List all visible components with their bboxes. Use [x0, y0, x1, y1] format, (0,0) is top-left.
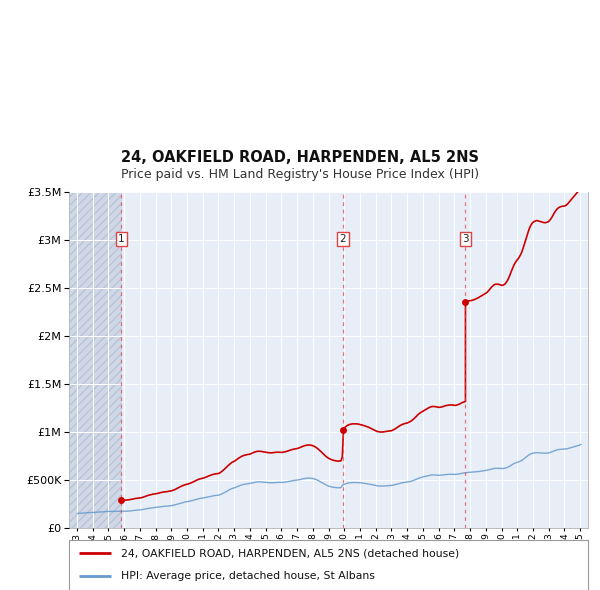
Bar — [69, 192, 121, 528]
Text: 1: 1 — [118, 234, 125, 244]
Text: 3: 3 — [462, 234, 469, 244]
Text: HPI: Average price, detached house, St Albans: HPI: Average price, detached house, St A… — [121, 572, 375, 582]
FancyBboxPatch shape — [69, 540, 588, 590]
Bar — [69, 192, 121, 528]
Text: Price paid vs. HM Land Registry's House Price Index (HPI): Price paid vs. HM Land Registry's House … — [121, 168, 479, 181]
Text: 24, OAKFIELD ROAD, HARPENDEN, AL5 2NS (detached house): 24, OAKFIELD ROAD, HARPENDEN, AL5 2NS (d… — [121, 548, 459, 558]
Text: 24, OAKFIELD ROAD, HARPENDEN, AL5 2NS: 24, OAKFIELD ROAD, HARPENDEN, AL5 2NS — [121, 150, 479, 165]
Text: 2: 2 — [340, 234, 346, 244]
